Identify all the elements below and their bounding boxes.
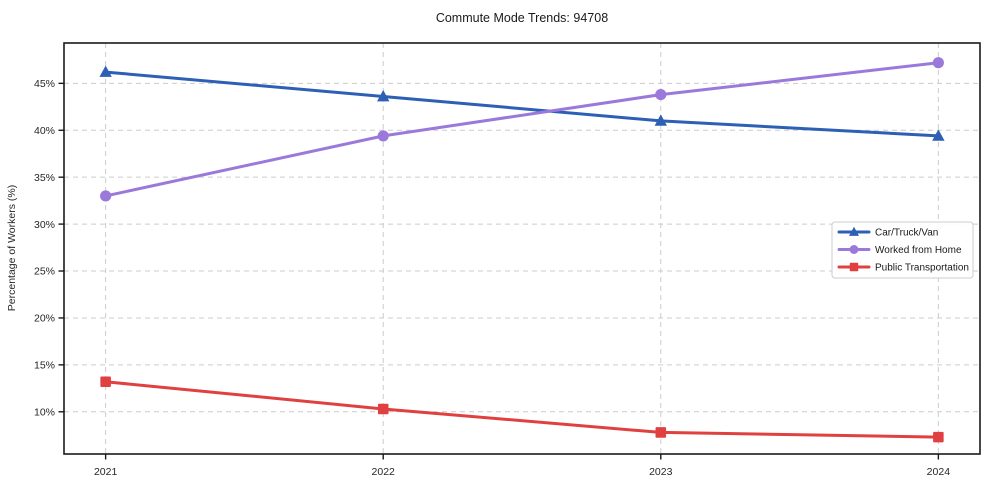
data-point-public-transportation-2024 [933,431,944,443]
y-tick-label-25: 25% [34,266,55,278]
series-group [99,57,945,443]
chart-title: Commute Mode Trends: 94708 [436,11,608,25]
data-point-car-truck-van-2022 [377,89,390,102]
series-line-public-transportation [104,380,940,439]
data-point-public-transportation-2022 [377,403,389,415]
data-point-car-truck-van-2021 [99,65,112,77]
legend-item-car-truck-van: Car/Truck/Van [837,226,938,239]
data-point-worked-from-home-2022 [377,130,389,142]
x-tick-label-2024: 2024 [927,466,951,478]
y-axis-label: Percentage of Workers (%) [6,185,18,311]
y-tick-label-20: 20% [34,313,55,325]
x-tick-label-2023: 2023 [649,466,673,478]
y-tick-label-45: 45% [34,78,55,90]
legend-box [831,221,974,279]
data-point-car-truck-van-2023 [654,114,667,126]
data-point-worked-from-home-2021 [100,190,112,202]
legend: Car/Truck/Van Worked from Home Public Tran… [831,221,974,279]
legend-label-car-truck-van: Car/Truck/Van [875,228,938,239]
x-tick-label-2022: 2022 [372,466,396,478]
legend-marker-car-truck-van [849,226,859,236]
y-tick-label-30: 30% [34,219,55,231]
y-tick-label-15: 15% [34,360,55,372]
data-point-worked-from-home-2024 [932,57,944,69]
y-tick-label-10: 10% [34,406,55,418]
legend-label-public-transportation: Public Transportation [875,263,969,274]
data-point-worked-from-home-2023 [655,89,667,101]
series-line-worked-from-home [104,61,940,198]
data-point-public-transportation-2021 [100,376,111,388]
axis-ticks [58,82,940,460]
plot-border [63,42,981,455]
legend-item-worked-from-home: Worked from Home [837,245,962,256]
legend-label-worked-from-home: Worked from Home [875,245,962,256]
data-point-car-truck-van-2024 [932,129,945,141]
data-point-public-transportation-2023 [655,427,667,438]
series-line-car-truck-van [104,70,940,138]
legend-item-public-transportation: Public Transportation [837,262,969,274]
legend-marker-public-transportation [849,262,859,272]
x-tick-label-2021: 2021 [94,466,118,478]
y-tick-label-35: 35% [34,172,55,184]
axis-tick-labels: 2021 2022 2023 2024 10% 15% 20% 25% 30% 35% 40% 45% [34,78,950,478]
y-tick-label-40: 40% [34,125,55,137]
legend-marker-worked-from-home [849,245,859,254]
